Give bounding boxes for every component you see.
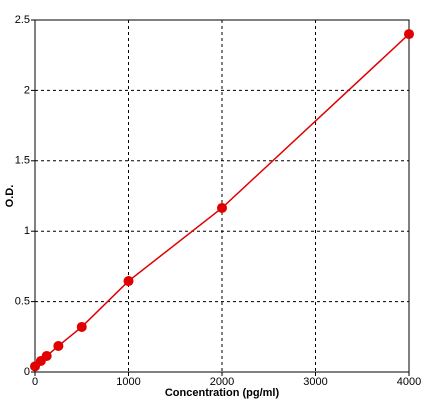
x-tick-label: 3000 xyxy=(303,376,327,388)
y-tick-label: 1 xyxy=(24,225,30,237)
data-point xyxy=(123,276,134,287)
x-tick-label: 0 xyxy=(32,376,38,388)
y-tick-label: 2 xyxy=(24,84,30,96)
data-point xyxy=(41,350,52,361)
data-point xyxy=(217,202,227,213)
y-tick-label: 0 xyxy=(24,366,30,378)
x-tick-label: 4000 xyxy=(397,376,421,388)
data-point xyxy=(404,29,414,40)
data-point xyxy=(76,321,87,332)
data-point xyxy=(53,340,64,351)
x-axis-title: Concentration (pg/ml) xyxy=(165,387,280,399)
y-tick-label: 1.5 xyxy=(15,155,30,167)
x-tick-label: 2000 xyxy=(210,376,234,388)
y-axis-title: O.D. xyxy=(4,185,16,208)
y-tick-label: 0.5 xyxy=(15,296,30,308)
y-tick-label: 2.5 xyxy=(15,14,30,26)
plot-border xyxy=(34,19,410,373)
x-tick-label: 1000 xyxy=(116,376,140,388)
